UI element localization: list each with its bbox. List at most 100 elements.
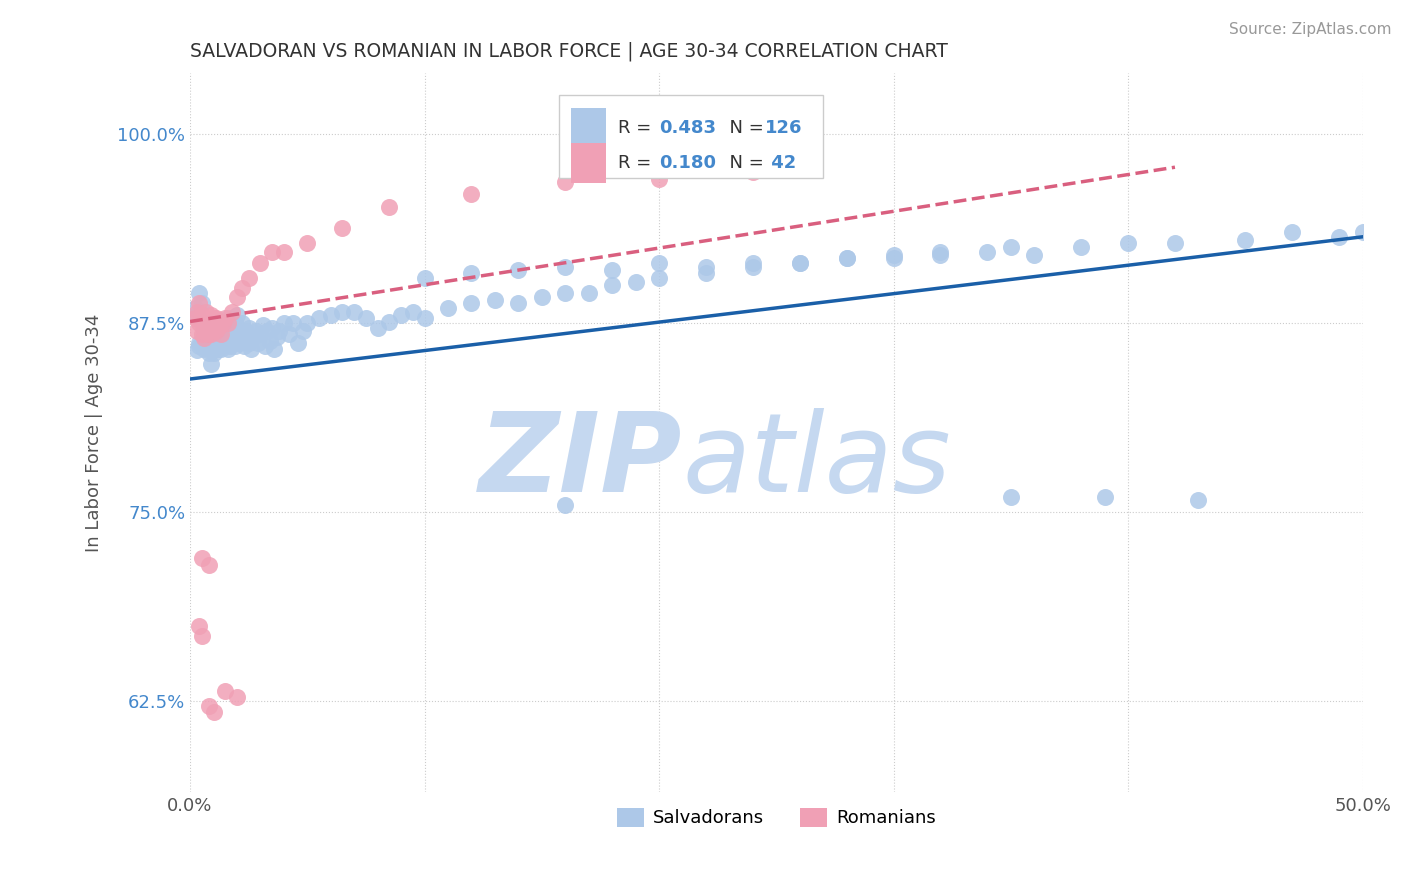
- Point: [221, 305, 243, 319]
- Point: [1187, 493, 1209, 508]
- Text: 42: 42: [765, 153, 796, 172]
- Point: [228, 335, 250, 350]
- Point: [224, 316, 246, 330]
- Point: [695, 266, 717, 280]
- Text: ZIP: ZIP: [479, 408, 682, 515]
- Point: [184, 311, 207, 326]
- Point: [224, 316, 246, 330]
- Point: [262, 320, 284, 334]
- Point: [413, 270, 436, 285]
- Point: [191, 335, 214, 350]
- Point: [1094, 490, 1116, 504]
- Point: [389, 309, 412, 323]
- Point: [214, 683, 236, 698]
- Point: [214, 311, 236, 326]
- Point: [378, 200, 401, 214]
- Text: R =: R =: [619, 153, 657, 172]
- Point: [202, 319, 225, 334]
- Point: [402, 305, 425, 319]
- Point: [217, 342, 239, 356]
- Point: [883, 248, 905, 262]
- Text: R =: R =: [619, 119, 657, 137]
- Point: [212, 329, 235, 343]
- Point: [193, 320, 215, 334]
- Point: [308, 311, 330, 326]
- Point: [202, 326, 225, 341]
- Point: [221, 326, 243, 341]
- Point: [186, 343, 208, 358]
- Point: [202, 705, 225, 719]
- Point: [252, 318, 274, 332]
- Point: [219, 329, 242, 343]
- Point: [1070, 240, 1092, 254]
- Y-axis label: In Labor Force | Age 30-34: In Labor Force | Age 30-34: [86, 313, 103, 552]
- Point: [226, 324, 249, 338]
- Text: N =: N =: [717, 153, 769, 172]
- Point: [205, 335, 228, 350]
- Point: [198, 342, 221, 356]
- Text: 126: 126: [765, 119, 801, 137]
- Point: [367, 320, 389, 334]
- Point: [200, 326, 222, 341]
- Point: [200, 335, 222, 350]
- Point: [256, 324, 278, 338]
- Point: [249, 326, 271, 341]
- Point: [283, 316, 305, 330]
- Point: [231, 281, 253, 295]
- Point: [1327, 229, 1350, 244]
- Point: [741, 165, 763, 179]
- Point: [741, 255, 763, 269]
- Point: [226, 331, 249, 345]
- Point: [202, 316, 225, 330]
- Point: [319, 309, 342, 323]
- Point: [205, 324, 228, 338]
- Point: [269, 324, 291, 338]
- Point: [1351, 225, 1374, 239]
- Point: [266, 329, 288, 343]
- Point: [249, 255, 271, 269]
- Point: [1000, 490, 1022, 504]
- Text: 0.180: 0.180: [659, 153, 716, 172]
- Point: [929, 244, 952, 259]
- Point: [212, 316, 235, 330]
- Point: [195, 316, 218, 330]
- Point: [263, 342, 285, 356]
- Point: [202, 311, 225, 326]
- Point: [1116, 235, 1139, 250]
- Point: [195, 326, 218, 341]
- Point: [648, 255, 671, 269]
- Point: [209, 326, 232, 341]
- Point: [221, 320, 243, 334]
- Point: [188, 618, 211, 632]
- Point: [188, 316, 211, 330]
- Point: [332, 220, 354, 235]
- Point: [297, 316, 319, 330]
- Point: [191, 316, 214, 330]
- Point: [247, 335, 270, 350]
- Point: [205, 311, 228, 326]
- Point: [200, 324, 222, 338]
- Point: [226, 290, 249, 304]
- Point: [191, 309, 214, 323]
- Point: [198, 698, 221, 713]
- Point: [277, 326, 299, 341]
- Point: [273, 316, 295, 330]
- Point: [835, 251, 858, 265]
- Point: [1164, 235, 1187, 250]
- Point: [648, 270, 671, 285]
- Point: [231, 326, 253, 341]
- Point: [976, 244, 998, 259]
- Point: [212, 329, 235, 343]
- Bar: [560, 95, 823, 178]
- Point: [198, 346, 221, 360]
- Point: [217, 320, 239, 334]
- Point: [188, 335, 211, 350]
- Point: [205, 339, 228, 353]
- Point: [460, 266, 482, 280]
- Point: [198, 558, 221, 572]
- Point: [789, 255, 811, 269]
- Point: [188, 296, 211, 310]
- Point: [193, 342, 215, 356]
- Point: [191, 296, 214, 310]
- Point: [242, 329, 264, 343]
